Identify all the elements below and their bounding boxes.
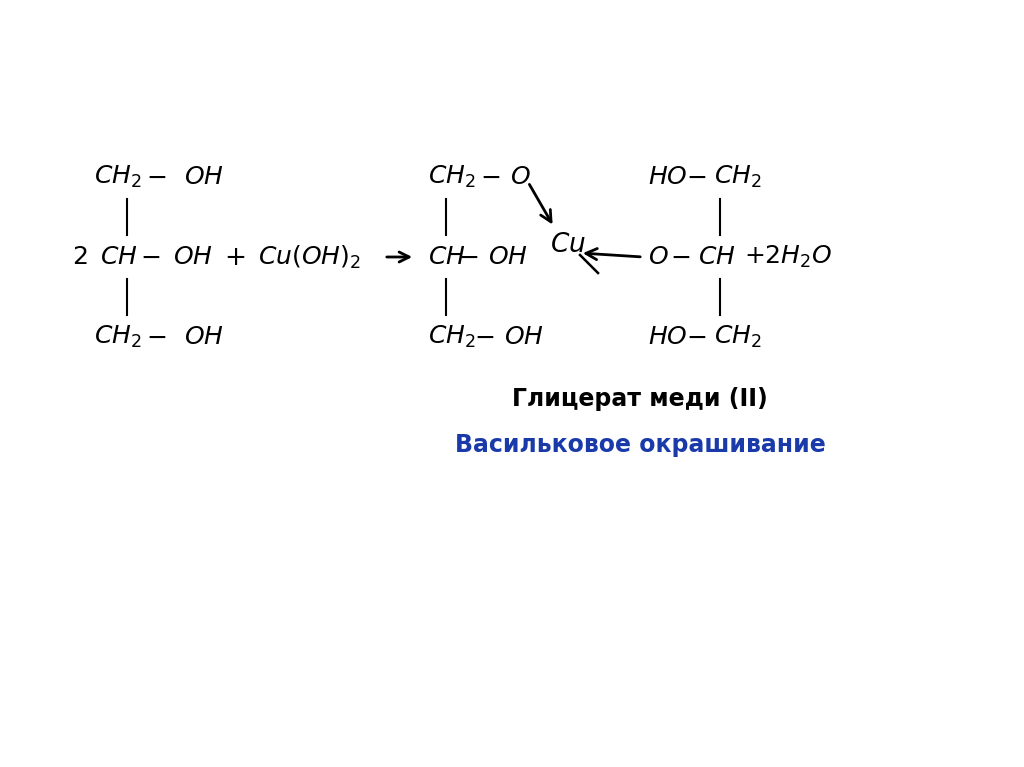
Text: $OH$: $OH$ — [488, 245, 527, 268]
Text: $HO$: $HO$ — [648, 166, 687, 189]
Text: $-$: $-$ — [670, 245, 690, 268]
Text: $CH$: $CH$ — [428, 245, 466, 268]
Text: Глицерат меди (II): Глицерат меди (II) — [512, 387, 768, 411]
Text: $-$: $-$ — [458, 245, 478, 268]
Text: $2$: $2$ — [72, 245, 87, 268]
Text: $CH_2$: $CH_2$ — [428, 164, 475, 190]
Text: $-$: $-$ — [686, 325, 707, 348]
Text: $OH$: $OH$ — [504, 325, 544, 348]
Text: $CH_2$: $CH_2$ — [714, 324, 762, 350]
Text: $CH_2$: $CH_2$ — [94, 324, 141, 350]
Text: $CH_2$: $CH_2$ — [714, 164, 762, 190]
Text: $+2H_2O$: $+2H_2O$ — [744, 244, 833, 270]
Text: Васильковое окрашивание: Васильковое окрашивание — [455, 433, 825, 457]
Text: $-$: $-$ — [145, 166, 166, 189]
Text: $Cu(OH)_2$: $Cu(OH)_2$ — [258, 243, 360, 271]
Text: $O$: $O$ — [648, 245, 669, 268]
Text: $CH$: $CH$ — [100, 245, 137, 268]
Text: $Cu$: $Cu$ — [550, 232, 586, 258]
Text: $CH_2$: $CH_2$ — [428, 324, 475, 350]
Text: $CH$: $CH$ — [698, 245, 735, 268]
Text: $-$: $-$ — [686, 166, 707, 189]
Text: $-$: $-$ — [140, 245, 160, 268]
Text: $OH$: $OH$ — [184, 166, 224, 189]
Text: $-$: $-$ — [474, 325, 495, 348]
Text: $OH$: $OH$ — [184, 325, 224, 348]
Text: $OH$: $OH$ — [173, 245, 213, 268]
Text: $CH_2$: $CH_2$ — [94, 164, 141, 190]
Text: $+$: $+$ — [224, 245, 246, 269]
Text: $HO$: $HO$ — [648, 325, 687, 348]
Text: $-$: $-$ — [145, 325, 166, 348]
Text: $-$: $-$ — [480, 166, 500, 189]
Text: $O$: $O$ — [510, 166, 530, 189]
